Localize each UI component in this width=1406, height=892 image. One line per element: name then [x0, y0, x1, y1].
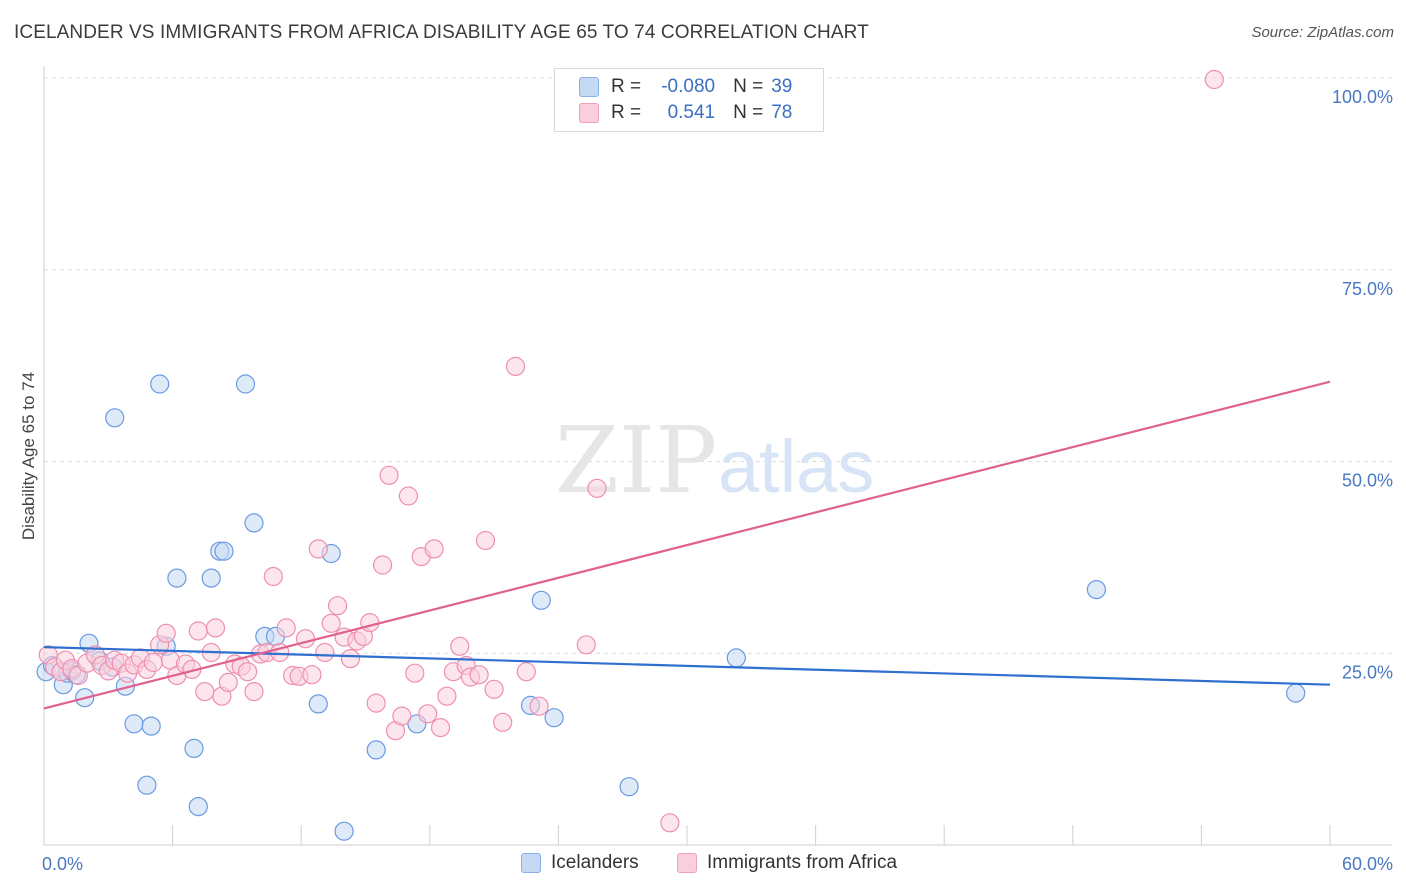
- point-icelanders: [726, 648, 746, 668]
- point-immigrants-from-africa: [143, 652, 163, 673]
- stats-legend: R = -0.080 N = 39 R = 0.541 N = 78: [554, 68, 824, 132]
- r-value: -0.080: [661, 76, 716, 97]
- point-immigrants-from-africa: [328, 596, 348, 616]
- y-tick-label: 50.0%: [1342, 471, 1393, 491]
- point-icelanders: [184, 738, 204, 759]
- watermark-zip: ZIP: [555, 407, 717, 514]
- point-immigrants-from-africa: [1204, 69, 1224, 90]
- point-icelanders: [141, 716, 161, 736]
- point-immigrants-from-africa: [493, 712, 513, 732]
- point-immigrants-from-africa: [321, 613, 341, 633]
- point-icelanders: [201, 568, 221, 588]
- n-label: N =: [733, 102, 764, 123]
- trend-lines: [43, 380, 1331, 710]
- point-icelanders: [619, 777, 639, 797]
- series-legend: Icelanders Immigrants from Africa: [0, 852, 1406, 878]
- point-immigrants-from-africa: [398, 486, 418, 506]
- n-value: 78: [771, 102, 793, 123]
- watermark: ZIP atlas: [555, 407, 874, 514]
- point-immigrants-from-africa: [576, 635, 596, 655]
- point-immigrants-from-africa: [295, 629, 316, 649]
- legend-label-icelanders: Icelanders: [551, 852, 639, 873]
- point-immigrants-from-africa: [188, 621, 208, 641]
- point-immigrants-from-africa: [660, 813, 680, 833]
- point-immigrants-from-africa: [302, 665, 322, 685]
- point-immigrants-from-africa: [218, 672, 238, 693]
- point-icelanders: [124, 714, 144, 734]
- y-tick-label: 75.0%: [1342, 279, 1393, 299]
- point-icelanders: [214, 541, 234, 561]
- point-immigrants-from-africa: [405, 663, 425, 683]
- grid: [44, 77, 1392, 654]
- point-icelanders: [244, 513, 264, 533]
- n-value: 39: [771, 76, 793, 97]
- point-immigrants-from-africa: [263, 566, 283, 587]
- point-immigrants-from-africa: [315, 642, 335, 663]
- point-icelanders: [334, 821, 354, 841]
- point-immigrants-from-africa: [475, 530, 496, 551]
- point-immigrants-from-africa: [392, 706, 412, 726]
- point-icelanders: [1286, 683, 1306, 703]
- point-immigrants-from-africa: [340, 648, 361, 669]
- chart-title: ICELANDER VS IMMIGRANTS FROM AFRICA DISA…: [14, 22, 869, 43]
- point-immigrants-from-africa: [430, 717, 451, 738]
- point-immigrants-from-africa: [484, 679, 504, 699]
- point-immigrants-from-africa: [450, 636, 470, 656]
- point-immigrants-from-africa: [238, 662, 258, 682]
- point-icelanders: [235, 374, 256, 394]
- point-icelanders: [167, 568, 187, 588]
- r-label: R =: [611, 102, 642, 123]
- point-immigrants-from-africa: [529, 696, 549, 716]
- legend-item-immigrants-from-africa[interactable]: Immigrants from Africa: [677, 852, 897, 874]
- point-immigrants-from-africa: [366, 693, 386, 713]
- point-immigrants-from-africa: [276, 618, 296, 638]
- trend-line-immigrants-from-africa: [43, 380, 1331, 710]
- n-label: N =: [733, 76, 764, 97]
- point-immigrants-from-africa: [308, 539, 328, 559]
- point-immigrants-from-africa: [469, 665, 489, 685]
- point-immigrants-from-africa: [195, 681, 215, 702]
- point-immigrants-from-africa: [587, 478, 607, 498]
- point-icelanders: [544, 708, 564, 728]
- point-immigrants-from-africa: [516, 662, 536, 682]
- stats-swatch-icelanders: [579, 77, 599, 97]
- point-icelanders: [105, 408, 125, 428]
- legend-swatch-icelanders: [521, 853, 541, 873]
- point-immigrants-from-africa: [379, 465, 399, 485]
- y-tick-label: 25.0%: [1342, 662, 1393, 682]
- legend-item-icelanders[interactable]: Icelanders: [521, 852, 639, 874]
- stats-swatch-immigrants: [579, 103, 599, 123]
- r-value: 0.541: [667, 102, 716, 123]
- stats-row-icelanders: R = -0.080 N = 39: [579, 75, 792, 99]
- chart-source: Source: ZipAtlas.com: [1251, 24, 1394, 41]
- legend-swatch-immigrants-from-africa: [677, 853, 697, 873]
- r-label: R =: [611, 76, 642, 97]
- stats-row-immigrants: R = 0.541 N = 78: [579, 101, 792, 125]
- point-icelanders: [150, 374, 170, 394]
- point-immigrants-from-africa: [418, 704, 438, 724]
- point-immigrants-from-africa: [205, 618, 226, 638]
- point-icelanders: [308, 694, 328, 714]
- point-icelanders: [531, 590, 551, 610]
- y-axis-label: Disability Age 65 to 74: [19, 372, 38, 540]
- point-icelanders: [1086, 579, 1107, 600]
- point-immigrants-from-africa: [156, 623, 176, 643]
- x-tick-label-min: 0.0%: [42, 854, 83, 874]
- tick-labels: 25.0% 50.0% 75.0% 100.0% 0.0% 60.0%: [42, 87, 1393, 874]
- point-icelanders: [188, 796, 208, 817]
- point-immigrants-from-africa: [360, 612, 380, 633]
- legend-label-immigrants-from-africa: Immigrants from Africa: [707, 852, 898, 873]
- point-immigrants-from-africa: [424, 539, 444, 559]
- axes: [43, 66, 1392, 846]
- point-icelanders: [137, 775, 157, 795]
- point-immigrants-from-africa: [437, 686, 457, 706]
- y-tick-label: 100.0%: [1332, 87, 1393, 107]
- point-immigrants-from-africa: [505, 356, 526, 376]
- point-immigrants-from-africa: [244, 681, 264, 702]
- x-tick-label-max: 60.0%: [1342, 854, 1393, 874]
- watermark-atlas: atlas: [718, 425, 874, 508]
- point-immigrants-from-africa: [373, 555, 393, 575]
- point-icelanders: [366, 740, 386, 760]
